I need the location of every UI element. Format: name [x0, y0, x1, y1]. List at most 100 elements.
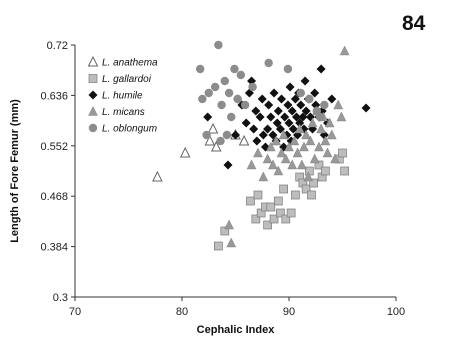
data-point — [253, 190, 263, 200]
data-point — [286, 208, 296, 218]
data-point — [248, 82, 257, 92]
legend-marker — [88, 90, 98, 100]
page-number: 84 — [402, 12, 426, 35]
data-point — [224, 219, 234, 230]
series-4 — [195, 40, 329, 146]
data-point — [297, 159, 307, 170]
data-point — [272, 118, 282, 128]
data-point — [202, 130, 211, 140]
data-point — [268, 130, 278, 140]
data-point — [301, 129, 311, 140]
data-point — [210, 82, 220, 92]
x-tick-label: 80 — [176, 306, 188, 318]
data-point — [301, 184, 311, 194]
data-point — [264, 100, 274, 110]
data-point — [338, 148, 347, 158]
data-point — [301, 106, 311, 116]
data-point — [265, 141, 276, 152]
legend-marker — [88, 74, 98, 83]
data-point — [300, 76, 310, 86]
data-point — [292, 147, 303, 158]
data-point — [339, 45, 350, 56]
legend-marker — [88, 123, 98, 133]
data-point — [287, 159, 298, 170]
data-point — [281, 214, 291, 224]
data-point — [299, 141, 309, 152]
data-point — [258, 171, 269, 182]
data-point — [273, 106, 283, 116]
data-point — [275, 124, 285, 134]
data-point — [285, 82, 295, 92]
data-point — [203, 112, 213, 122]
data-point — [320, 100, 329, 110]
data-point — [264, 58, 273, 68]
data-point — [316, 123, 326, 134]
series-1 — [214, 148, 349, 251]
data-point — [204, 134, 216, 146]
data-point — [216, 136, 225, 146]
data-point — [214, 241, 223, 251]
data-point — [257, 94, 267, 104]
data-point — [287, 106, 297, 116]
data-point — [227, 112, 236, 122]
data-point — [314, 160, 324, 170]
data-point — [291, 112, 301, 122]
data-point — [336, 111, 347, 122]
data-point — [326, 129, 337, 140]
data-point — [233, 94, 242, 104]
legend-label: L. humile — [102, 91, 143, 102]
data-point — [310, 88, 320, 98]
legend-marker — [88, 106, 98, 116]
data-point — [207, 122, 219, 134]
data-point — [291, 190, 300, 200]
data-point — [322, 147, 333, 158]
data-point — [263, 220, 272, 230]
y-axis-title: Length of Fore Femur (mm) — [9, 99, 21, 243]
data-point — [280, 112, 290, 122]
data-point — [277, 94, 287, 104]
data-point — [276, 147, 287, 158]
axis-ticks: 70 80 90 100 0.3 0.384 0.468 0.552 0.636 0.72 — [40, 40, 405, 318]
data-point — [288, 124, 298, 134]
data-point — [230, 64, 239, 74]
y-tick-label: 0.468 — [40, 191, 68, 203]
data-point — [246, 196, 255, 206]
data-point — [316, 64, 326, 74]
data-point — [223, 160, 233, 170]
data-point — [262, 153, 273, 164]
data-point — [258, 130, 268, 140]
data-point — [330, 153, 340, 164]
data-point — [251, 214, 261, 224]
x-tick-label: 100 — [387, 306, 405, 318]
data-point — [361, 103, 371, 113]
data-point — [222, 130, 232, 140]
data-point — [305, 94, 314, 104]
legend-label: L. oblongum — [102, 124, 157, 135]
data-point — [214, 40, 223, 50]
data-point — [236, 70, 246, 80]
data-point — [296, 100, 306, 110]
data-point — [340, 166, 349, 176]
data-point — [276, 208, 285, 218]
data-point — [280, 153, 291, 164]
data-point — [268, 159, 278, 170]
data-point — [296, 88, 305, 98]
x-axis-title: Cephalic Index — [197, 324, 276, 336]
y-tick-label: 0.3 — [53, 292, 68, 304]
data-point — [263, 124, 273, 134]
legend: L. anathema L. gallardoi L. humile L. mican… — [87, 55, 158, 135]
data-point — [273, 196, 283, 206]
data-point — [238, 134, 250, 146]
legend-label: L. micans — [102, 107, 145, 118]
data-point — [224, 88, 234, 98]
data-point — [152, 170, 163, 182]
data-point — [283, 100, 293, 110]
data-point — [309, 178, 318, 188]
data-point — [271, 135, 281, 146]
data-point — [298, 112, 308, 122]
data-point — [252, 136, 262, 146]
y-tick-label: 0.72 — [47, 40, 68, 52]
data-point — [295, 118, 305, 128]
data-point — [314, 141, 324, 152]
